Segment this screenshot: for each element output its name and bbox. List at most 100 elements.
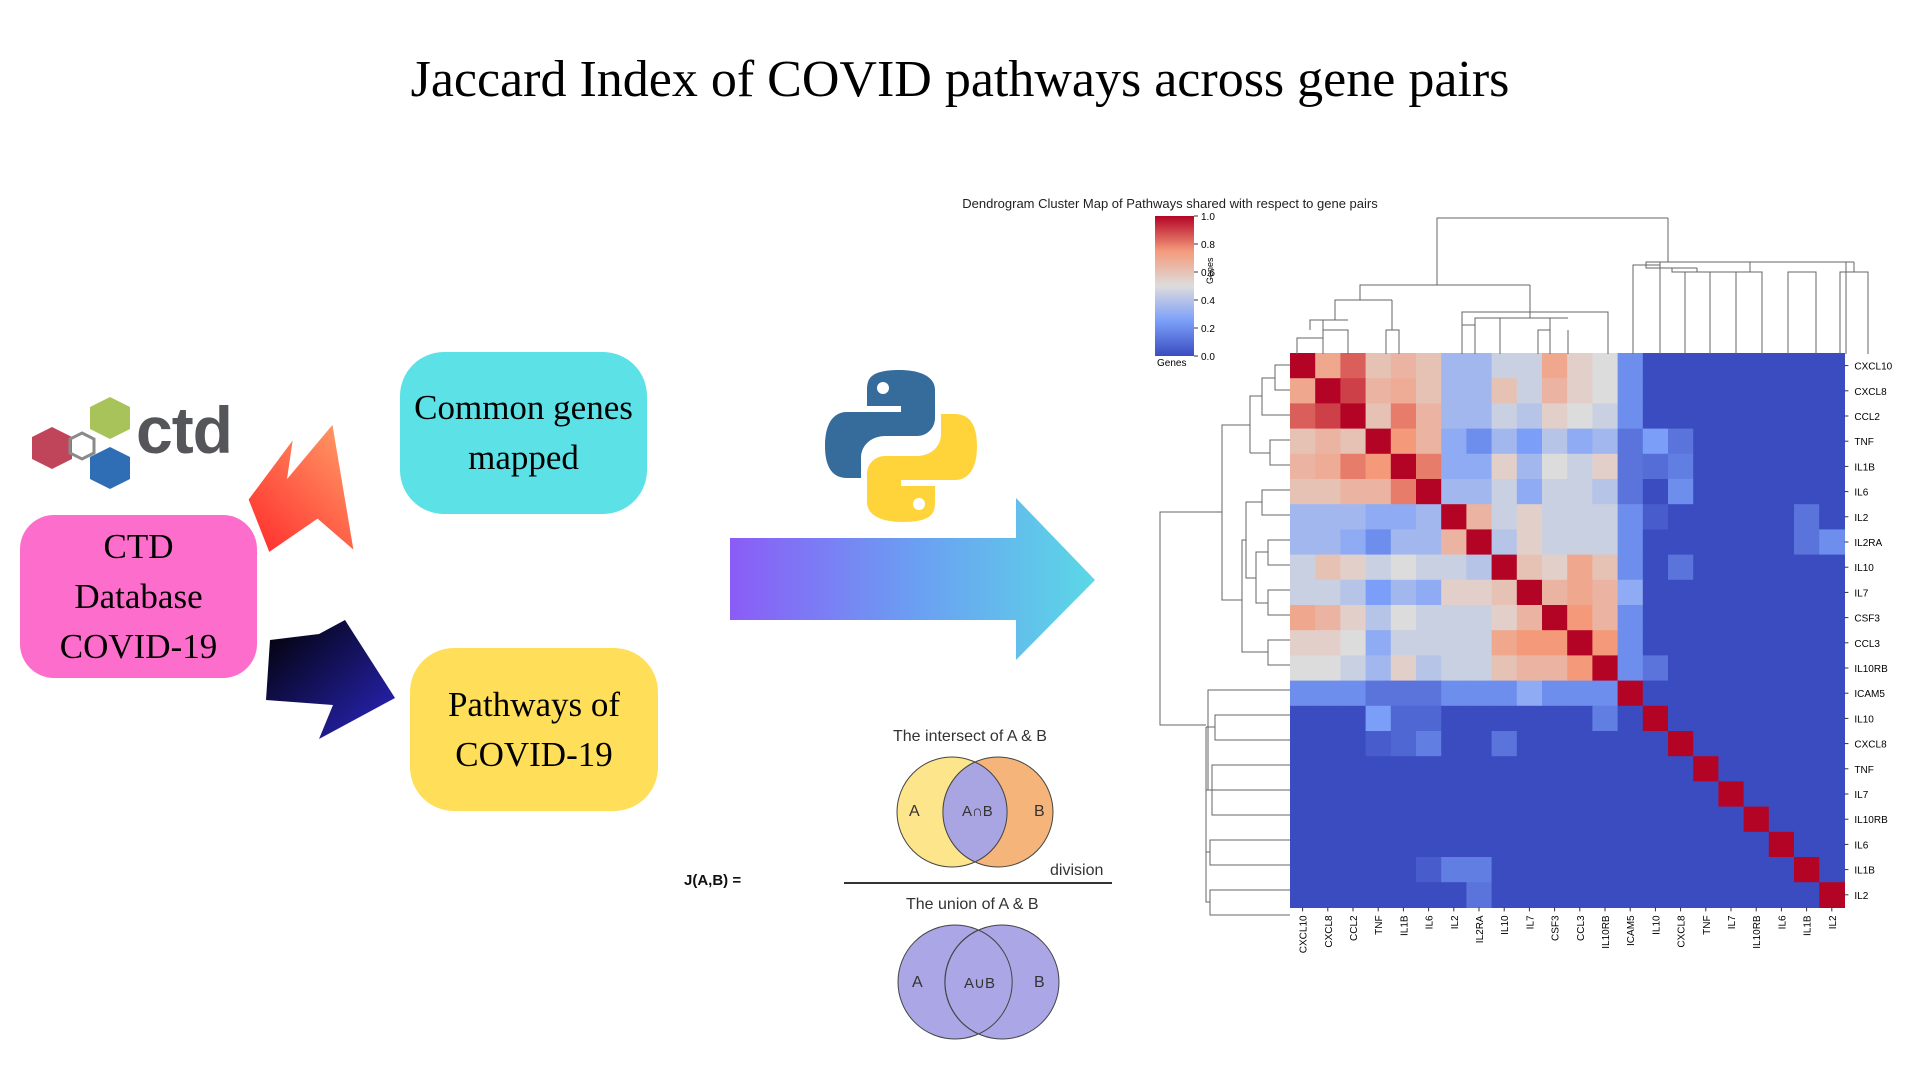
row-label: CXCL8 <box>1854 387 1887 398</box>
col-label: CXCL8 <box>1677 915 1688 948</box>
heatmap-cell <box>1642 529 1669 556</box>
heatmap-cell <box>1743 353 1770 379</box>
heatmap-cell <box>1516 705 1543 732</box>
heatmap-cell <box>1441 806 1467 833</box>
heatmap-cell <box>1340 882 1367 908</box>
heatmap-cell <box>1567 428 1593 455</box>
heatmap-cell <box>1441 882 1467 908</box>
row-label: IL10RB <box>1854 664 1888 675</box>
heatmap-cell <box>1693 605 1719 631</box>
heatmap-cell <box>1819 479 1845 505</box>
heatmap-cell <box>1794 630 1820 656</box>
colorbar-tick-label: 0.4 <box>1201 296 1215 307</box>
heatmap-cell <box>1743 655 1770 682</box>
heatmap-cell <box>1466 479 1493 505</box>
heatmap-cell <box>1390 554 1417 581</box>
heatmap-cell <box>1617 680 1644 707</box>
heatmap-cell <box>1365 403 1392 430</box>
heatmap-cell <box>1542 655 1568 682</box>
heatmap-cell <box>1768 630 1795 656</box>
heatmap-cell <box>1290 554 1316 581</box>
heatmap-cell <box>1768 529 1795 556</box>
heatmap-cell <box>1743 504 1770 530</box>
heatmap-cell <box>1794 403 1820 430</box>
col-label: IL6 <box>1777 915 1788 929</box>
heatmap-title: Dendrogram Cluster Map of Pathways share… <box>962 196 1378 211</box>
heatmap-cell <box>1567 882 1593 908</box>
heatmap-cell <box>1819 705 1845 732</box>
heatmap-cell <box>1567 504 1593 530</box>
col-label: CSF3 <box>1551 915 1562 941</box>
heatmap-cell <box>1340 353 1367 379</box>
heatmap-cell <box>1743 731 1770 757</box>
heatmap-cell <box>1340 403 1367 430</box>
heatmap-cell <box>1668 579 1694 606</box>
heatmap-cell <box>1768 453 1795 480</box>
row-label: IL6 <box>1854 840 1868 851</box>
heatmap-cell <box>1567 403 1593 430</box>
heatmap-cell <box>1365 479 1392 505</box>
heatmap-cell <box>1315 378 1341 404</box>
heatmap-cell <box>1315 857 1341 883</box>
heatmap-cell <box>1365 731 1392 757</box>
heatmap-cell <box>1718 428 1745 455</box>
heatmap-cell <box>1567 479 1593 505</box>
common-genes-box: Common genes mapped <box>400 352 647 514</box>
heatmap-cell <box>1794 882 1820 908</box>
heatmap-cell <box>1365 605 1392 631</box>
heatmap-cell <box>1365 831 1392 858</box>
heatmap-cell <box>1693 857 1719 883</box>
heatmap-cell <box>1491 655 1518 682</box>
heatmap-cell <box>1794 529 1820 556</box>
heatmap-cell <box>1516 479 1543 505</box>
heatmap-cell <box>1441 554 1467 581</box>
pathways-box-line-2: COVID-19 <box>455 734 613 774</box>
heatmap-cell <box>1466 705 1493 732</box>
heatmap-cell <box>1491 353 1518 379</box>
heatmap-cell <box>1390 579 1417 606</box>
row-label: IL10 <box>1854 563 1874 574</box>
heatmap-cell <box>1743 453 1770 480</box>
heatmap-cell <box>1693 882 1719 908</box>
heatmap-cell <box>1693 655 1719 682</box>
heatmap-cell <box>1768 378 1795 404</box>
heatmap-cell <box>1592 605 1619 631</box>
heatmap-cell <box>1567 731 1593 757</box>
heatmap-cell <box>1466 680 1493 707</box>
heatmap-cell <box>1743 806 1770 833</box>
heatmap-cell <box>1642 630 1669 656</box>
heatmap-cell <box>1315 403 1341 430</box>
heatmap-cell <box>1693 504 1719 530</box>
heatmap-cell <box>1491 378 1518 404</box>
heatmap-cell <box>1390 806 1417 833</box>
heatmap-cell <box>1592 378 1619 404</box>
heatmap-cell <box>1743 831 1770 858</box>
heatmap-cell <box>1340 605 1367 631</box>
heatmap-cell <box>1819 453 1845 480</box>
heatmap-cell <box>1819 756 1845 782</box>
heatmap-cell <box>1718 403 1745 430</box>
heatmap-cell <box>1567 857 1593 883</box>
heatmap-cell <box>1617 529 1644 556</box>
heatmap-cell <box>1668 453 1694 480</box>
heatmap-cell <box>1441 479 1467 505</box>
heatmap-cell <box>1390 529 1417 556</box>
venn-intersect-symbol: A∩B <box>962 803 993 820</box>
heatmap-cell <box>1718 781 1745 808</box>
heatmap-cell <box>1668 605 1694 631</box>
heatmap-cell <box>1668 403 1694 430</box>
heatmap-cell <box>1642 781 1669 808</box>
heatmap-cell <box>1617 806 1644 833</box>
heatmap-cell <box>1290 857 1316 883</box>
heatmap-cell <box>1642 831 1669 858</box>
heatmap-cell <box>1466 554 1493 581</box>
heatmap-cell <box>1466 605 1493 631</box>
heatmap-cell <box>1668 655 1694 682</box>
heatmap-cell <box>1592 428 1619 455</box>
heatmap-cell <box>1290 882 1316 908</box>
heatmap-cell <box>1693 781 1719 808</box>
heatmap-cell <box>1491 731 1518 757</box>
heatmap-cell <box>1365 554 1392 581</box>
heatmap-cell <box>1290 504 1316 530</box>
row-label: IL1B <box>1854 462 1875 473</box>
